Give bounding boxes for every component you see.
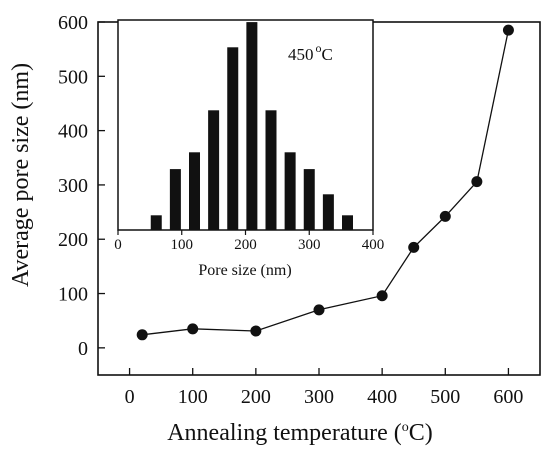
- data-point: [471, 176, 483, 188]
- data-point: [250, 325, 262, 337]
- y-tick-label: 400: [58, 121, 88, 143]
- x-tick-label: 200: [241, 386, 271, 408]
- data-point: [376, 290, 388, 302]
- inset-x-axis-title: Pore size (nm): [198, 262, 291, 279]
- x-tick-label: 300: [304, 386, 334, 408]
- data-point: [408, 241, 420, 253]
- histogram-bar: [284, 152, 296, 230]
- x-axis-title: Annealing temperature (oC): [167, 420, 433, 446]
- x-tick-label: 600: [493, 386, 523, 408]
- inset-frame: [117, 19, 374, 231]
- histogram-bar: [189, 152, 200, 230]
- inset-x-tick-label: 200: [234, 237, 257, 253]
- histogram-bar: [246, 22, 258, 230]
- x-tick-label: 500: [430, 386, 460, 408]
- data-point: [187, 323, 199, 335]
- y-tick-label: 300: [58, 175, 88, 197]
- histogram-bar: [208, 110, 220, 230]
- histogram-bar: [150, 215, 162, 230]
- x-tick-label: 400: [367, 386, 397, 408]
- inset-x-tick-label: 0: [114, 237, 122, 253]
- inset-x-tick-label: 300: [298, 237, 321, 253]
- histogram-bar: [342, 215, 353, 230]
- histogram-bar: [322, 194, 334, 230]
- inset-histogram: 0 100 200 300 400: [114, 19, 385, 253]
- inset-x-tick-label: 400: [362, 237, 385, 253]
- histogram-bar: [303, 169, 315, 230]
- inset-annotation-degree: o: [316, 41, 322, 55]
- y-tick-label: 0: [78, 338, 88, 360]
- y-tick-label: 100: [58, 284, 88, 306]
- data-point: [439, 210, 451, 222]
- inset-annotation: 450 oC: [288, 41, 333, 64]
- histogram-bar: [265, 110, 277, 230]
- y-tick-label: 200: [58, 229, 88, 251]
- y-tick-label: 600: [58, 12, 88, 34]
- x-tick-label: 100: [178, 386, 208, 408]
- inset-x-tick-label: 100: [171, 237, 194, 253]
- data-point: [136, 329, 148, 341]
- y-axis-title: Average pore size (nm): [8, 63, 34, 287]
- x-tick-label: 0: [125, 386, 135, 408]
- data-point: [313, 304, 325, 316]
- x-axis-title-degree: o: [402, 420, 409, 435]
- histogram-bar: [227, 47, 239, 230]
- data-point: [502, 24, 514, 36]
- y-tick-label: 500: [58, 66, 88, 88]
- histogram-bar: [169, 169, 181, 230]
- main-plot: 0 100 200 300 400 500 600 0 100 200 300 400 500 600: [58, 12, 541, 408]
